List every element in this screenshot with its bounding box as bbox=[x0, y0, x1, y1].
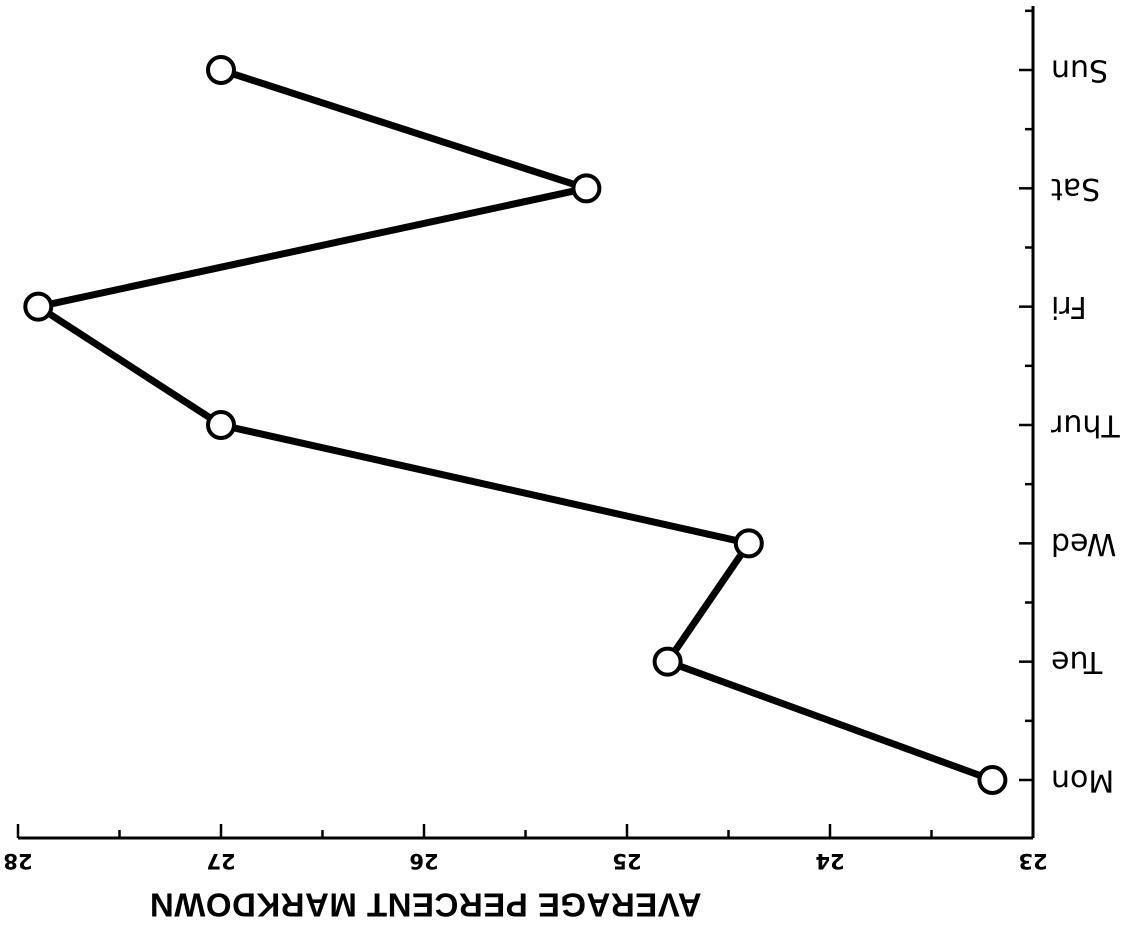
data-point-mon bbox=[977, 765, 1008, 795]
category-label-thur: Thur bbox=[1050, 408, 1120, 443]
value-tick-label: 25 bbox=[612, 849, 641, 873]
axes bbox=[16, 6, 1035, 840]
data-point-sun bbox=[206, 55, 236, 85]
data-point-fri bbox=[23, 291, 54, 322]
category-label-fri: Fri bbox=[1051, 289, 1087, 324]
value-tick-label: 24 bbox=[815, 849, 844, 873]
value-tick-label: 26 bbox=[409, 849, 438, 873]
value-tick-label: 23 bbox=[1018, 849, 1047, 873]
value-tick-label: 28 bbox=[3, 849, 32, 873]
value-axis-title: AVERAGE PERCENT MARKDOWN bbox=[149, 887, 701, 924]
data-point-sat bbox=[571, 173, 602, 204]
category-label-wed: Wed bbox=[1051, 526, 1116, 561]
data-point-tue bbox=[652, 646, 683, 677]
category-label-sat: Sat bbox=[1051, 171, 1100, 206]
category-label-sun: Sun bbox=[1051, 53, 1108, 88]
data-point-thur bbox=[206, 410, 236, 440]
series-line bbox=[29, 66, 994, 784]
labels: 23 24 25 26 27 28 Mon Tue Wed Thur Fri Sat Sun AVERAG… bbox=[3, 53, 1120, 924]
data-point-wed bbox=[733, 528, 764, 559]
category-label-tue: Tue bbox=[1051, 644, 1103, 679]
value-tick-label: 27 bbox=[206, 849, 235, 873]
series-average-percent-markdown bbox=[23, 55, 1008, 795]
category-label-mon: Mon bbox=[1051, 763, 1114, 798]
